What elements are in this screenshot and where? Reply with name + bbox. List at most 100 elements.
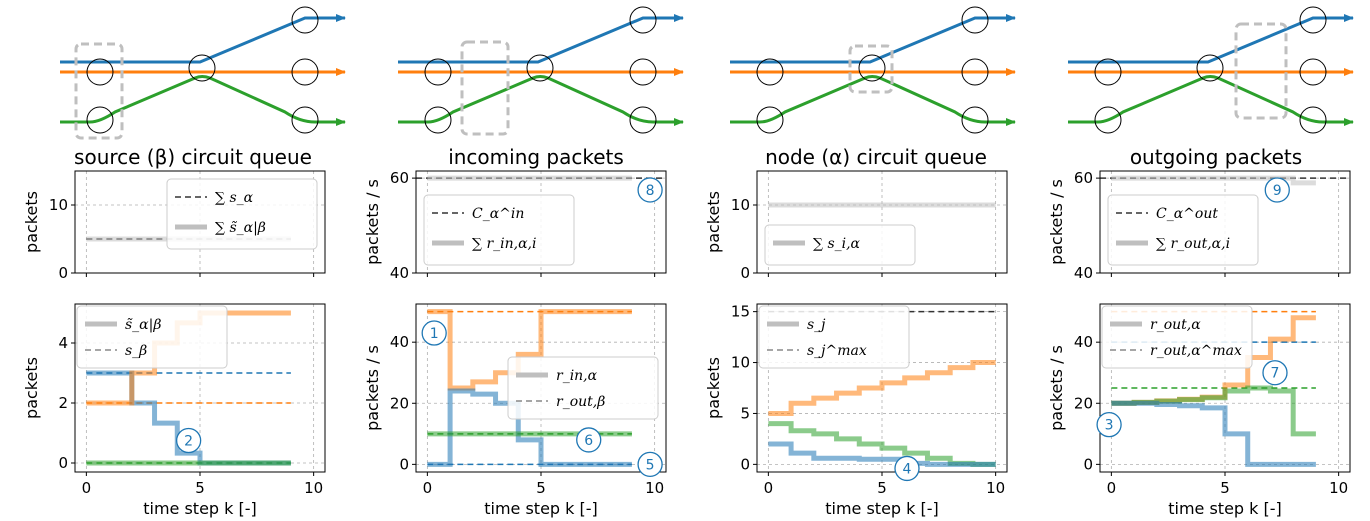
network-node: [291, 6, 319, 34]
annotation-marker: 5: [637, 451, 663, 478]
annotation-marker: 6: [576, 427, 602, 453]
x-axis-label: time step k [-]: [825, 499, 939, 518]
marker-label: 1: [430, 326, 439, 342]
column-source-queue: source (β) circuit queue 0 10 packets ∑ s_α…: [22, 6, 346, 518]
y-tick-label: 0: [399, 455, 409, 473]
highlight-box: [1234, 22, 1288, 120]
legend-label: r_out,α^max: [1150, 343, 1242, 359]
top-plot: 0 10 packets ∑ s_α ∑ s̃_α|β: [22, 170, 326, 282]
legend-label: r_out,β: [556, 394, 605, 410]
legend: C_α^out ∑ r_out,α,i: [1107, 194, 1259, 266]
highlight-box: [460, 40, 510, 136]
y-tick-label: 20: [1074, 394, 1093, 412]
network-node: [424, 106, 452, 134]
legend-label: ∑ s̃_α|β: [215, 220, 266, 236]
y-axis-label: packets: [704, 191, 723, 253]
bottom-plot: 0 2 4 0 5 10 packets time step k [-] s̃_α|β s_β 2: [22, 303, 326, 518]
route-green: [1068, 75, 1354, 126]
legend-label: s_j^max: [807, 343, 867, 359]
legend-label: r_in,α: [556, 368, 598, 384]
marker-circle: [637, 451, 663, 478]
marker-label: 5: [646, 457, 655, 473]
network-node: [756, 58, 784, 86]
network-node: [961, 6, 989, 34]
marker-circle: [576, 427, 602, 453]
marker-label: 9: [1273, 183, 1282, 199]
route-blue: [60, 14, 346, 64]
network-node: [629, 6, 657, 34]
y-tick-label: 40: [1074, 333, 1093, 351]
legend-label: C_α^in: [472, 206, 524, 222]
network-node: [756, 106, 784, 134]
network-node: [1196, 54, 1224, 82]
marker-circle: [1096, 412, 1122, 438]
panel-title: node (α) circuit queue: [765, 145, 987, 169]
legend-label: s_j: [807, 317, 826, 333]
legend-label: s_β: [125, 343, 147, 359]
y-tick-label: 10: [49, 196, 68, 214]
marker-circle: [637, 177, 663, 203]
series-line-4: [427, 388, 632, 467]
network-node: [86, 58, 114, 86]
network-node: [1299, 6, 1327, 34]
y-tick-label: 40: [390, 333, 409, 351]
legend-label: C_α^out: [1156, 206, 1218, 222]
network-node: [526, 54, 554, 82]
column-node-queue: node (α) circuit queue 0 10 packets ∑ s_i,α…: [704, 6, 1016, 518]
network-node: [1094, 106, 1122, 134]
network-diagram: [1068, 6, 1354, 134]
legend-label: ∑ r_in,α,i: [472, 236, 536, 252]
network-node: [629, 58, 657, 86]
annotation-marker: 2: [175, 427, 202, 454]
series-line-3: [427, 309, 632, 391]
network-node: [188, 54, 216, 82]
route-green: [730, 75, 1016, 126]
annotation-marker: 3: [1096, 412, 1122, 438]
panel-title: source (β) circuit queue: [74, 145, 312, 169]
network-node: [291, 106, 319, 134]
x-tick-label: 10: [304, 479, 323, 497]
x-tick-label: 0: [1107, 479, 1117, 497]
network-node: [1094, 58, 1122, 86]
route-blue: [730, 14, 1016, 64]
network-node: [961, 106, 989, 134]
column-outgoing-packets: outgoing packets 40 60 packets / s C_α^out ∑…: [1047, 6, 1354, 518]
x-axis-label: time step k [-]: [143, 499, 257, 518]
legend-box: [764, 224, 916, 266]
x-tick-label: 10: [986, 479, 1005, 497]
marker-label: 3: [1105, 418, 1114, 434]
series-line-3: [768, 441, 996, 467]
y-axis-label: packets / s: [1047, 345, 1066, 431]
network-node: [291, 58, 319, 86]
series-line-5: [1111, 400, 1316, 467]
top-plot: 0 10 packets ∑ s_i,α: [704, 170, 1008, 282]
marker-label: 4: [903, 461, 912, 477]
y-axis-label: packets / s: [363, 179, 382, 265]
panel-title: outgoing packets: [1130, 145, 1302, 169]
legend-box: [76, 305, 228, 369]
legend-box: [423, 194, 575, 266]
x-tick-label: 0: [82, 479, 92, 497]
x-axis-label: time step k [-]: [484, 499, 598, 518]
annotation-marker: 1: [421, 320, 447, 346]
y-tick-label: 60: [1074, 169, 1093, 187]
network-diagram: [60, 6, 346, 140]
y-axis-label: packets / s: [363, 345, 382, 431]
y-tick-label: 0: [58, 264, 68, 282]
legend-label: s̃_α|β: [125, 317, 161, 333]
y-tick-label: 0: [58, 454, 68, 472]
series-line-1: [768, 360, 996, 416]
marker-label: 8: [646, 183, 655, 199]
x-axis-label: time step k [-]: [1168, 499, 1282, 518]
legend-box: [1107, 194, 1259, 266]
y-axis-label: packets / s: [1047, 179, 1066, 265]
x-tick-label: 5: [195, 479, 205, 497]
legend: s_j s_j^max: [758, 305, 910, 369]
marker-circle: [1264, 177, 1290, 203]
network-node: [424, 58, 452, 86]
y-tick-label: 0: [740, 264, 750, 282]
legend-label: ∑ s_α: [215, 190, 254, 206]
series-line-1: [1111, 175, 1316, 186]
